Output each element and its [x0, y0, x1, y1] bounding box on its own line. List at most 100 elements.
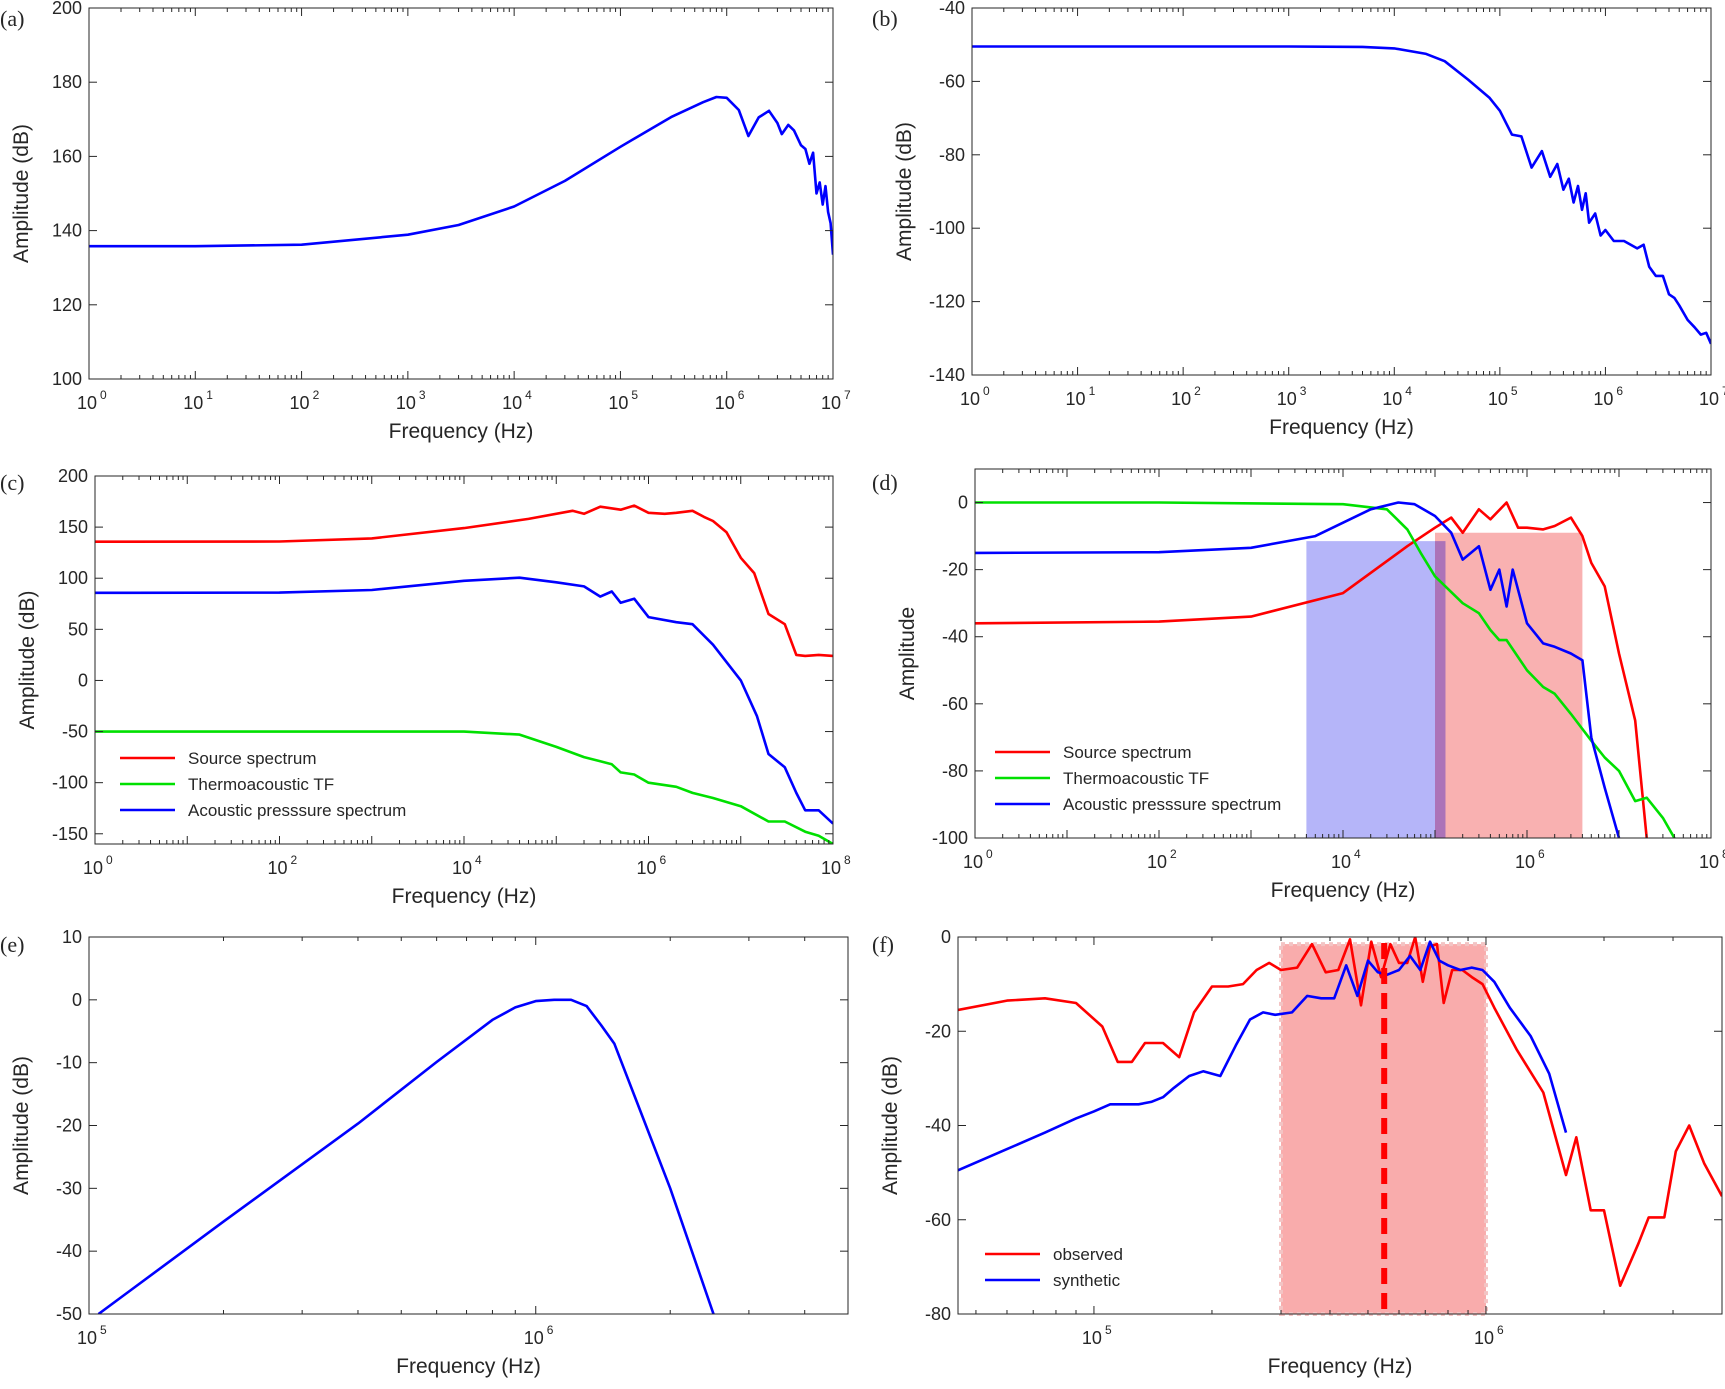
y-axis-label: Amplitude (dB)	[893, 122, 916, 261]
x-tick-exponent: 4	[475, 853, 482, 867]
y-tick-label: 200	[58, 466, 88, 486]
panel-label: (b)	[872, 6, 898, 31]
x-tick-label: 10	[1082, 1328, 1102, 1348]
axes-box	[88, 936, 849, 1315]
y-tick-label: -80	[939, 145, 965, 165]
y-tick-label: 120	[52, 295, 82, 315]
x-tick-exponent: 5	[100, 1323, 107, 1337]
x-tick-label: 10	[821, 858, 841, 878]
x-tick-exponent: 6	[1497, 1323, 1504, 1337]
y-tick-label: 0	[78, 670, 88, 690]
series-line-main	[97, 998, 715, 1314]
x-axis-label: Frequency (Hz)	[389, 420, 534, 443]
shaded-region	[1435, 532, 1583, 838]
y-tick-label: 180	[52, 72, 82, 92]
panel-label: (e)	[0, 932, 24, 957]
legend: Source spectrum Thermoacoustic TF Acoustic…	[120, 749, 406, 820]
x-tick-label: 10	[267, 858, 287, 878]
x-tick-exponent: 0	[106, 853, 113, 867]
y-tick-label: 200	[52, 0, 82, 18]
x-tick-label: 10	[1515, 852, 1535, 872]
y-tick-label: -20	[925, 1021, 951, 1041]
x-tick-exponent: 8	[844, 853, 851, 867]
x-tick-label: 10	[83, 858, 103, 878]
x-tick-label: 10	[821, 393, 841, 413]
y-tick-label: -100	[932, 828, 968, 848]
x-tick-label: 10	[1488, 389, 1508, 409]
axes-box	[88, 7, 834, 380]
series-line-thermoacoustic-tf	[95, 730, 833, 844]
series-line-observed	[958, 937, 1722, 1287]
x-tick-exponent: 2	[1170, 847, 1177, 861]
x-axis-label: Frequency (Hz)	[1269, 416, 1414, 439]
x-tick-label: 10	[1474, 1328, 1494, 1348]
x-tick-label: 10	[290, 393, 310, 413]
y-tick-label: 160	[52, 146, 82, 166]
y-tick-label: -30	[56, 1178, 82, 1198]
y-axis-label: Amplitude	[896, 607, 919, 700]
y-tick-label: -140	[929, 365, 965, 385]
y-tick-label: 0	[958, 493, 968, 513]
legend: Source spectrum Thermoacoustic TF Acoustic…	[995, 743, 1281, 814]
y-axis-label: Amplitude (dB)	[16, 591, 39, 730]
x-tick-label: 10	[608, 393, 628, 413]
x-tick-exponent: 4	[1354, 847, 1361, 861]
y-tick-label: 0	[72, 990, 82, 1010]
x-tick-exponent: 6	[1616, 384, 1623, 398]
x-tick-exponent: 7	[844, 388, 851, 402]
x-tick-exponent: 1	[1089, 384, 1096, 398]
x-axis-label: Frequency (Hz)	[392, 885, 537, 908]
legend-label: Source spectrum	[188, 749, 317, 768]
x-tick-label: 10	[1331, 852, 1351, 872]
x-tick-label: 10	[452, 858, 472, 878]
axes-box	[971, 7, 1712, 376]
y-tick-label: 50	[68, 619, 88, 639]
x-tick-exponent: 5	[631, 388, 638, 402]
y-tick-label: -120	[929, 292, 965, 312]
y-tick-label: 100	[52, 369, 82, 389]
x-tick-exponent: 6	[738, 388, 745, 402]
panel-label: (c)	[0, 470, 24, 495]
y-tick-label: -40	[942, 627, 968, 647]
y-tick-label: -50	[56, 1304, 82, 1324]
x-tick-label: 10	[396, 393, 416, 413]
x-tick-exponent: 0	[983, 384, 990, 398]
x-tick-label: 10	[77, 393, 97, 413]
panel-d: -100-80-60-40-200100102104106108Frequenc…	[872, 468, 1725, 902]
y-tick-label: 100	[58, 568, 88, 588]
x-axis-label: Frequency (Hz)	[396, 1355, 541, 1378]
x-tick-exponent: 5	[1511, 384, 1518, 398]
x-tick-label: 10	[183, 393, 203, 413]
x-tick-exponent: 6	[1538, 847, 1545, 861]
x-tick-label: 10	[963, 852, 983, 872]
y-tick-label: -40	[939, 0, 965, 18]
x-tick-label: 10	[524, 1328, 544, 1348]
legend: observed synthetic	[985, 1245, 1123, 1290]
y-tick-label: 10	[62, 927, 82, 947]
y-tick-label: -10	[56, 1053, 82, 1073]
series-line-synthetic	[958, 940, 1568, 1172]
x-tick-exponent: 0	[100, 388, 107, 402]
x-tick-label: 10	[1066, 389, 1086, 409]
y-tick-label: -60	[942, 694, 968, 714]
y-tick-label: -40	[56, 1241, 82, 1261]
x-tick-exponent: 8	[1722, 847, 1725, 861]
x-tick-label: 10	[960, 389, 980, 409]
series-line-acoustic-presssure-spectrum	[975, 501, 1621, 838]
x-tick-exponent: 2	[1194, 384, 1201, 398]
y-axis-label: Amplitude (dB)	[10, 1056, 33, 1195]
series-line-thermoacoustic-tf	[975, 501, 1676, 838]
legend-label: Source spectrum	[1063, 743, 1192, 762]
y-axis-label: Amplitude (dB)	[879, 1056, 902, 1195]
x-tick-exponent: 3	[1300, 384, 1307, 398]
legend-label: observed	[1053, 1245, 1123, 1264]
series-line-acoustic-presssure-spectrum	[95, 576, 833, 825]
legend-label: Acoustic presssure spectrum	[188, 801, 406, 820]
x-tick-label: 10	[77, 1328, 97, 1348]
x-axis-label: Frequency (Hz)	[1268, 1355, 1413, 1378]
panel-label: (f)	[872, 932, 894, 957]
series-line-source-spectrum	[95, 504, 833, 658]
